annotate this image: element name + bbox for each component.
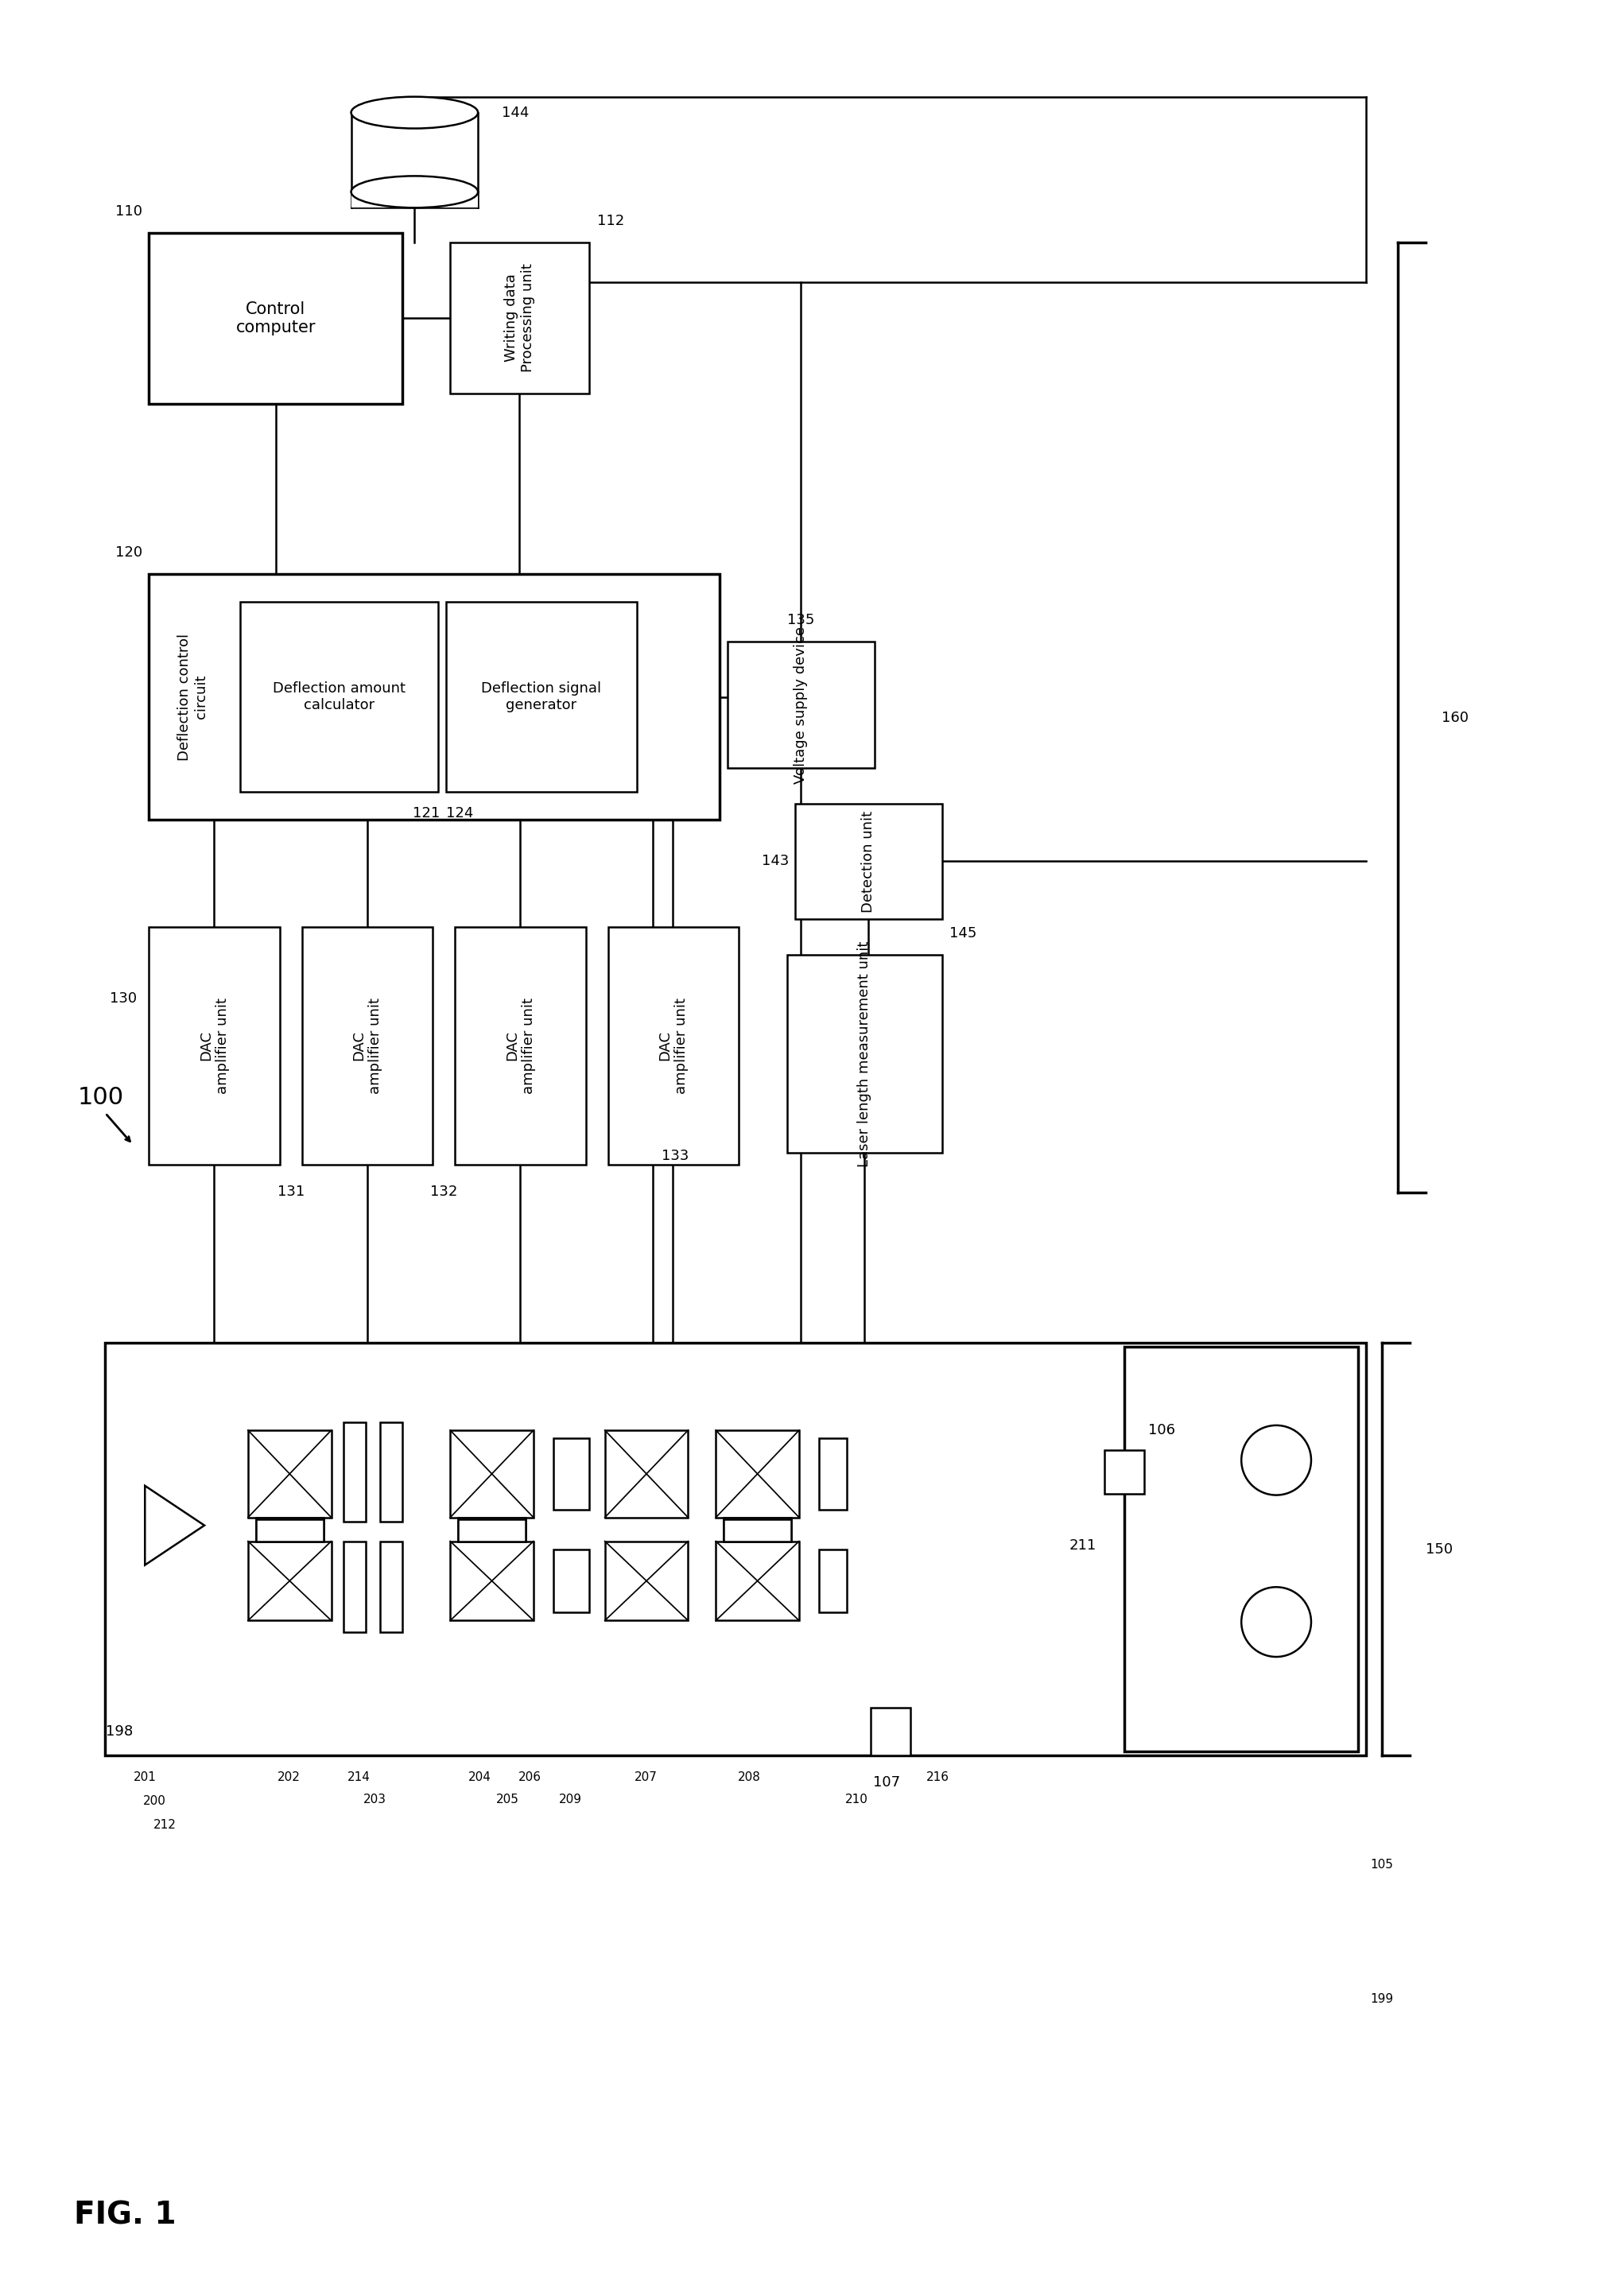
- Text: Deflection control
circuit: Deflection control circuit: [177, 634, 208, 760]
- Bar: [459, 1520, 526, 1541]
- Text: 160: 160: [1441, 709, 1468, 726]
- Bar: [248, 1430, 331, 1518]
- Text: DAC
amplifier unit: DAC amplifier unit: [352, 999, 382, 1093]
- Bar: [787, 955, 942, 1153]
- Text: 205: 205: [496, 1793, 518, 1805]
- Ellipse shape: [352, 177, 478, 207]
- Text: 124: 124: [446, 806, 473, 820]
- Text: 135: 135: [787, 613, 814, 627]
- Text: 201: 201: [133, 1770, 157, 1784]
- Bar: [870, 1708, 910, 1756]
- Text: Control
computer: Control computer: [235, 301, 315, 335]
- Ellipse shape: [352, 96, 478, 129]
- Bar: [716, 1430, 800, 1518]
- Bar: [608, 928, 739, 1164]
- Bar: [604, 1430, 688, 1518]
- Text: 203: 203: [363, 1793, 387, 1805]
- Text: 150: 150: [1426, 1543, 1452, 1557]
- Bar: [149, 574, 720, 820]
- Bar: [344, 1541, 366, 1632]
- Text: Writing data
Processing unit: Writing data Processing unit: [504, 264, 536, 372]
- Text: Deflection amount
calculator: Deflection amount calculator: [273, 682, 406, 712]
- Text: 110: 110: [115, 204, 142, 218]
- Text: Voltage supply device: Voltage supply device: [795, 627, 807, 783]
- Text: 107: 107: [873, 1775, 900, 1789]
- Text: 132: 132: [430, 1185, 457, 1199]
- Bar: [352, 113, 478, 193]
- Text: 143: 143: [761, 854, 788, 868]
- Bar: [553, 1550, 588, 1612]
- Text: 106: 106: [1148, 1424, 1175, 1437]
- Text: 131: 131: [277, 1185, 304, 1199]
- Bar: [240, 602, 438, 792]
- Text: DAC
amplifier unit: DAC amplifier unit: [659, 999, 689, 1093]
- Bar: [795, 804, 942, 918]
- Text: 204: 204: [469, 1770, 491, 1784]
- Text: 198: 198: [106, 1724, 133, 1738]
- Text: 212: 212: [154, 1818, 176, 1830]
- Text: Deflection signal
generator: Deflection signal generator: [481, 682, 601, 712]
- Text: 199: 199: [1370, 1993, 1393, 2004]
- Text: 120: 120: [115, 546, 142, 560]
- Text: DAC
amplifier unit: DAC amplifier unit: [505, 999, 536, 1093]
- Text: 144: 144: [502, 106, 529, 119]
- Bar: [248, 1541, 331, 1621]
- Bar: [451, 1541, 534, 1621]
- Bar: [459, 1518, 526, 1541]
- Bar: [446, 602, 636, 792]
- Text: DAC
amplifier unit: DAC amplifier unit: [198, 999, 230, 1093]
- Text: 121: 121: [413, 806, 440, 820]
- Text: 105: 105: [1370, 1857, 1393, 1871]
- Bar: [716, 1541, 800, 1621]
- Bar: [1105, 1451, 1143, 1495]
- Text: 216: 216: [926, 1770, 950, 1784]
- Text: 100: 100: [77, 1086, 123, 1109]
- Text: 130: 130: [110, 992, 138, 1006]
- Bar: [256, 1520, 323, 1541]
- Bar: [604, 1541, 688, 1621]
- Text: 112: 112: [596, 214, 624, 227]
- Bar: [819, 1437, 847, 1508]
- Bar: [149, 928, 280, 1164]
- Text: 200: 200: [142, 1795, 166, 1807]
- Text: Detection unit: Detection unit: [862, 810, 876, 912]
- Text: FIG. 1: FIG. 1: [74, 2200, 176, 2229]
- Bar: [381, 1421, 403, 1522]
- Text: 206: 206: [518, 1770, 540, 1784]
- Bar: [381, 1541, 403, 1632]
- Text: 208: 208: [737, 1770, 761, 1784]
- Bar: [256, 1518, 323, 1541]
- Bar: [724, 1518, 792, 1541]
- Text: 209: 209: [560, 1793, 582, 1805]
- Bar: [149, 234, 403, 404]
- Bar: [344, 1421, 366, 1522]
- Bar: [302, 928, 433, 1164]
- Text: 214: 214: [347, 1770, 371, 1784]
- Text: 207: 207: [635, 1770, 657, 1784]
- Bar: [728, 641, 875, 769]
- Bar: [451, 243, 588, 393]
- Bar: [819, 1550, 847, 1612]
- Text: 133: 133: [662, 1148, 689, 1164]
- Bar: [1124, 1348, 1358, 1752]
- Bar: [456, 928, 585, 1164]
- Text: 211: 211: [1070, 1538, 1097, 1552]
- Text: Laser length measurement unit: Laser length measurement unit: [857, 941, 871, 1166]
- Text: 145: 145: [950, 925, 977, 941]
- Bar: [352, 193, 478, 207]
- Bar: [724, 1520, 792, 1541]
- Bar: [106, 1343, 1366, 1756]
- Bar: [451, 1430, 534, 1518]
- Text: 210: 210: [846, 1793, 868, 1805]
- Text: 202: 202: [278, 1770, 301, 1784]
- Bar: [553, 1437, 588, 1508]
